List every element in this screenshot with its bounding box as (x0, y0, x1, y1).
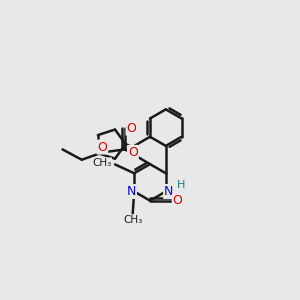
Text: O: O (98, 141, 107, 154)
Text: CH₃: CH₃ (92, 158, 112, 168)
Text: O: O (128, 146, 138, 159)
Text: O: O (173, 194, 183, 207)
Text: H: H (177, 180, 185, 190)
Text: CH₃: CH₃ (123, 215, 142, 225)
Text: N: N (127, 185, 136, 198)
Text: O: O (127, 122, 136, 135)
Text: N: N (164, 185, 173, 198)
